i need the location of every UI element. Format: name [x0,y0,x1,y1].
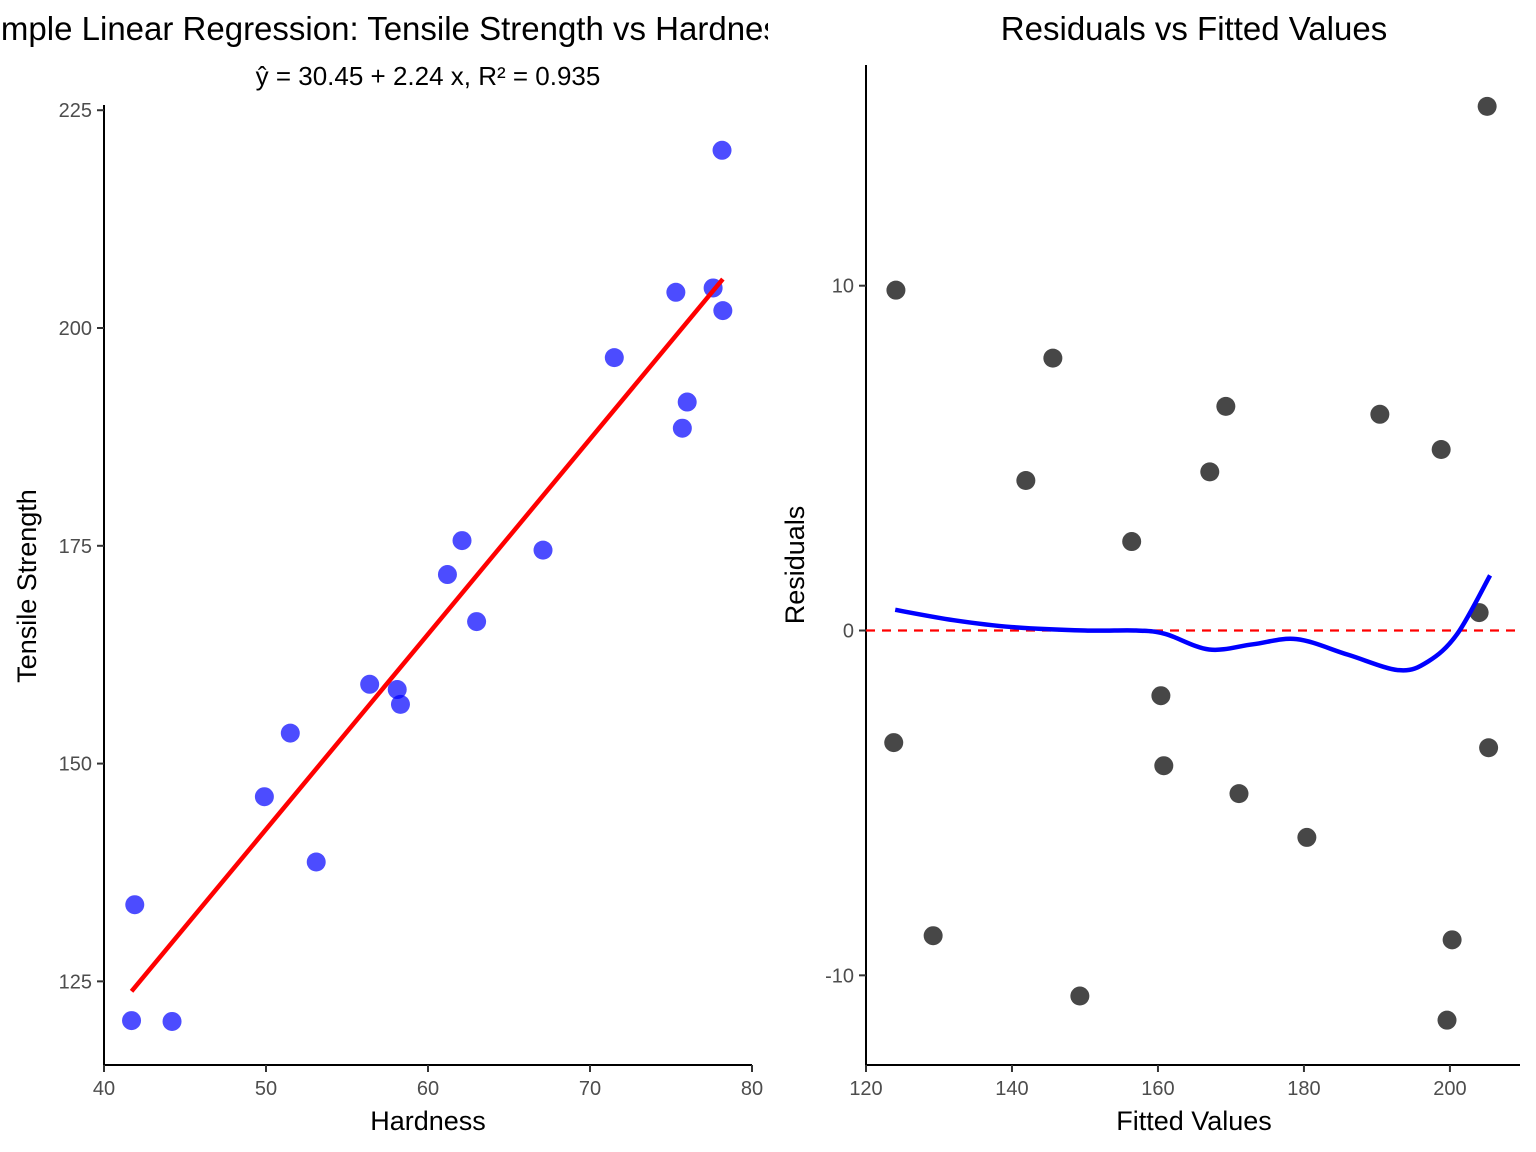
data-point [280,723,300,743]
right-y-tick-label: 10 [832,276,854,298]
left-x-tick-label: 40 [93,1078,115,1100]
residual-point [1016,471,1036,491]
right-y-tick-label: 0 [843,621,854,643]
data-point [713,301,733,321]
right-ylabel: Residuals [780,506,810,625]
residual-point [1477,96,1497,116]
residual-point [1151,686,1171,706]
right-x-tick-label: 160 [1141,1078,1174,1100]
data-point [672,418,692,438]
right-x-tick-label: 180 [1287,1078,1320,1100]
right-xlabel: Fitted Values [1116,1106,1272,1136]
left-title: Simple Linear Regression: Tensile Streng… [0,10,796,47]
right-y-tick-label: -10 [825,965,854,987]
residual-point [923,926,943,946]
left-subtitle: ŷ = 30.45 + 2.24 x, R² = 0.935 [256,61,601,91]
left-y-tick-label: 150 [59,754,92,776]
residual-point [1200,462,1220,482]
residual-point [884,733,904,753]
data-point [125,895,145,915]
left-y-tick-label: 175 [59,536,92,558]
residual-point [1370,404,1390,424]
residual-point [1043,348,1063,368]
data-point [452,531,472,551]
residual-point [1070,986,1090,1006]
right-x-tick-label: 120 [849,1078,882,1100]
left-y-tick-label: 125 [59,971,92,993]
data-point [360,674,380,694]
residual-point [1442,930,1462,950]
data-point [387,680,407,700]
right-panel: Residuals vs Fitted Values Fitted Values… [780,10,1520,1136]
data-point [254,787,274,807]
residual-point [1154,756,1174,776]
loess-smooth-line [894,574,1493,673]
left-y-tick-label: 200 [59,318,92,340]
residual-point [1122,532,1142,552]
residual-point [1229,784,1249,804]
left-x-tick-label: 60 [417,1078,439,1100]
data-point [437,565,457,585]
left-x-tick-label: 70 [579,1078,601,1100]
left-y-tick-label: 225 [59,100,92,122]
data-point [604,348,624,368]
data-point [666,282,686,302]
data-point [712,140,732,160]
data-point [467,612,487,632]
regression-line [129,277,725,993]
right-x-tick-label: 140 [995,1078,1028,1100]
right-title: Residuals vs Fitted Values [1001,10,1387,47]
residual-point [1297,827,1317,847]
residual-point [1216,396,1236,416]
left-xlabel: Hardness [370,1106,486,1136]
data-point [306,852,326,872]
right-x-tick-label: 200 [1433,1078,1466,1100]
data-point [390,694,410,714]
data-point [122,1011,142,1031]
data-point [533,540,553,560]
left-x-tick-label: 80 [741,1078,763,1100]
left-panel: Simple Linear Regression: Tensile Streng… [0,10,796,1136]
left-ylabel: Tensile Strength [12,489,42,683]
residual-point [1437,1010,1457,1030]
left-x-tick-label: 50 [255,1078,277,1100]
residual-point [1479,738,1499,758]
data-point [162,1011,182,1031]
residual-point [886,280,906,300]
residual-point [1431,439,1451,459]
data-point [677,392,697,412]
